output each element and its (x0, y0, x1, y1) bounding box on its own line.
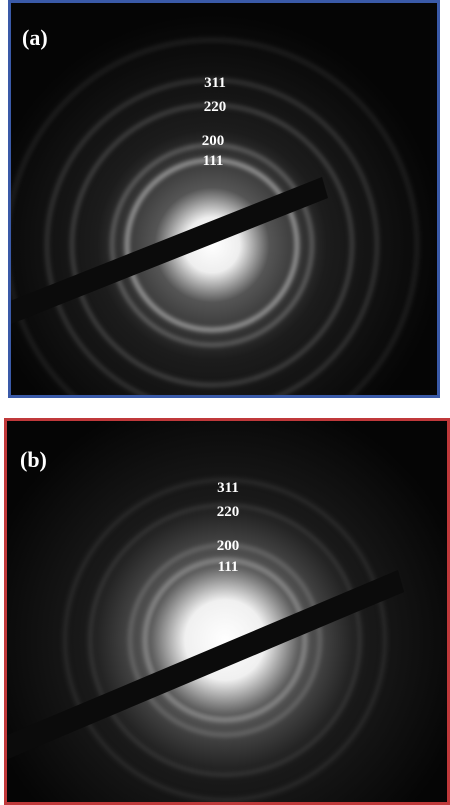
ring-index: 220 (204, 99, 227, 115)
panel-label: (b) (20, 447, 47, 472)
panel-a (0, 0, 440, 450)
figure: (a) 311 220 200 111 (b) 311 220 200 111 (0, 0, 450, 805)
ring-index: 311 (204, 75, 226, 91)
diffraction-pattern (8, 0, 440, 398)
ring-index: 111 (203, 153, 224, 169)
ring-index: 220 (217, 504, 240, 520)
ring-index: 200 (202, 133, 225, 149)
ring-index: 200 (217, 538, 240, 554)
ring-index: 311 (217, 480, 239, 496)
panel-b (0, 418, 450, 805)
ring-index: 111 (218, 559, 239, 575)
panel-label: (a) (22, 25, 48, 50)
